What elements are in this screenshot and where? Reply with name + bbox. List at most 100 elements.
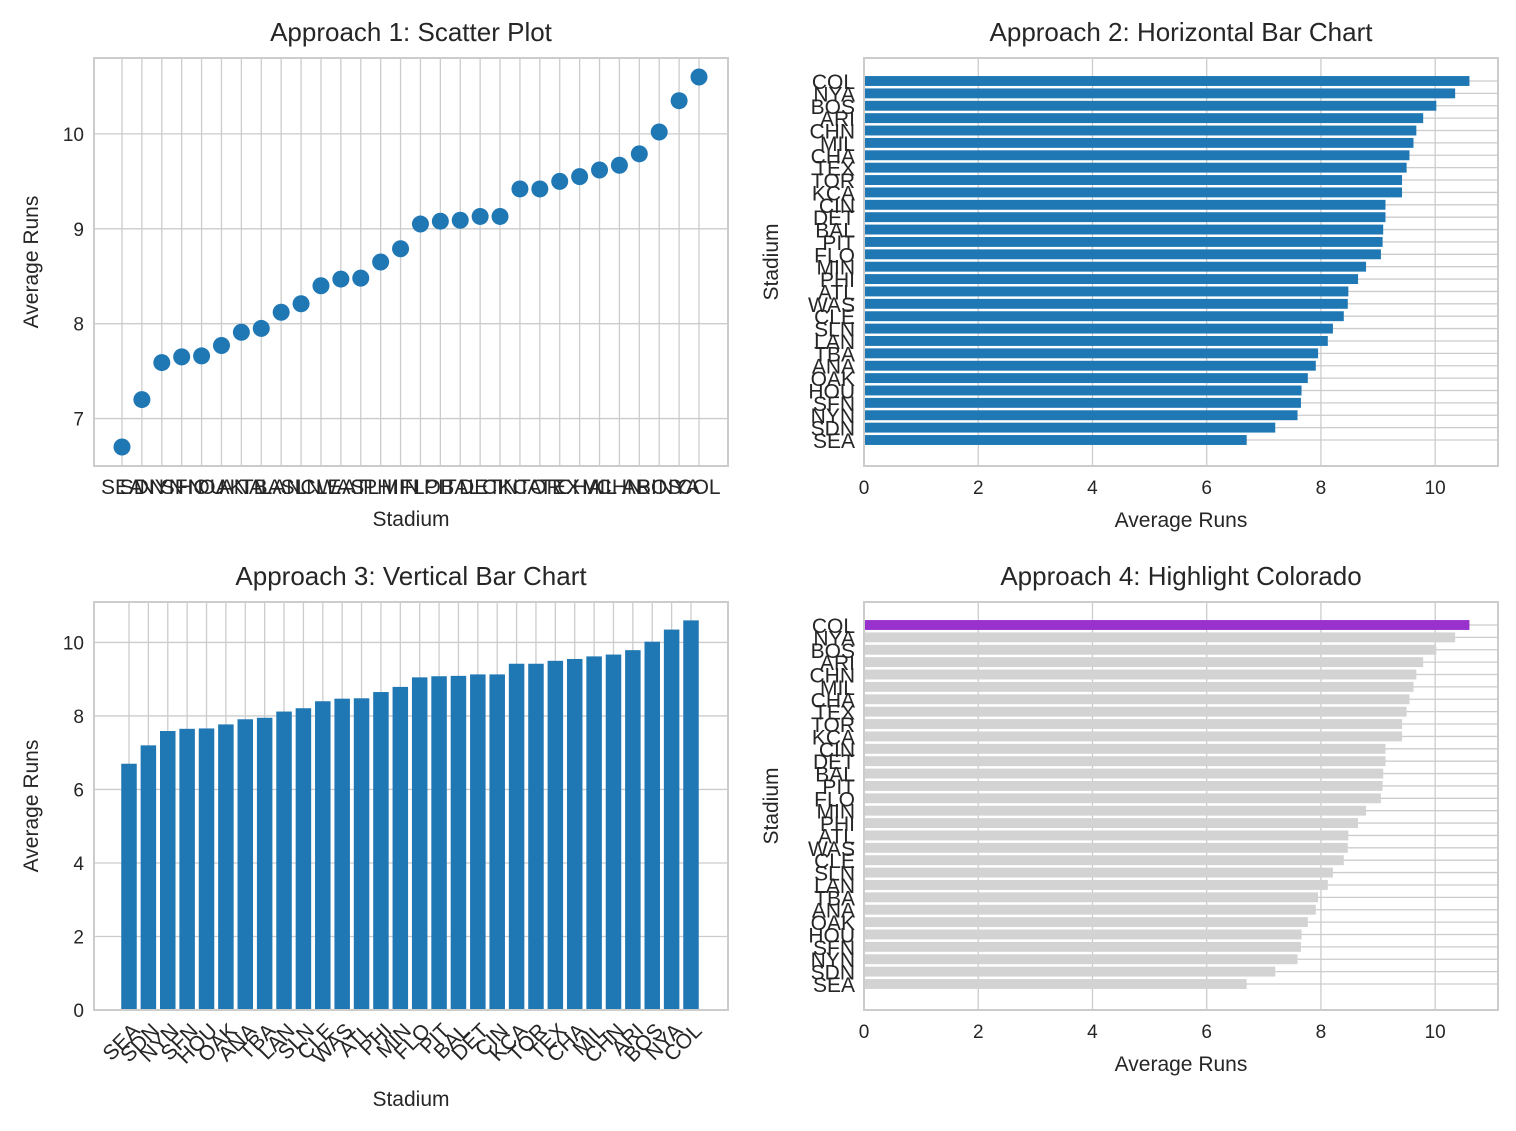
y-tick-label: SDN [811, 418, 855, 441]
bar [140, 745, 157, 1010]
scatter-point [113, 438, 131, 456]
x-tick-label: MIL [582, 476, 617, 499]
x-tick-label: OAK [199, 476, 243, 499]
y-tick-label: PIT [822, 232, 855, 255]
scatter-point [431, 212, 449, 230]
y-axis-label: Average Runs [20, 740, 43, 873]
x-tick-label: WAS [317, 476, 364, 499]
scatter-point [153, 354, 171, 372]
bar [864, 76, 1470, 86]
x-tick-label: 10 [1425, 1022, 1446, 1043]
bar [864, 274, 1359, 285]
y-tick-label: HOU [808, 924, 855, 947]
y-tick-label: CHN [810, 665, 856, 688]
y-tick-label: NYN [811, 405, 855, 428]
scatter-point [451, 211, 469, 229]
bar [864, 904, 1316, 915]
bar [508, 663, 525, 1010]
scatter-panel: 7 8 9 10 SEASDNNYNSFNHOUOAKANATBALANSLNCLEWA… [20, 17, 729, 531]
bar [431, 676, 447, 1010]
y-tick-label: TBA [814, 887, 855, 910]
scatter-point [372, 253, 390, 271]
x-tick-label: 4 [1087, 1022, 1098, 1043]
bar [864, 125, 1417, 136]
y-tick-label: CHA [811, 689, 855, 712]
y-tick-label: SDN [811, 962, 855, 985]
x-tick-label: NYA [658, 476, 700, 499]
bar [121, 763, 137, 1010]
scatter-point [232, 323, 250, 341]
x-tick-label: CIN [482, 476, 518, 499]
x-tick-label: FLO [400, 476, 441, 499]
scatter-point [173, 348, 191, 366]
bar [864, 373, 1308, 384]
y-tick-label: TEX [814, 702, 855, 725]
x-tick-label: 0 [859, 478, 870, 499]
bar [864, 150, 1410, 161]
chart-title: Approach 3: Vertical Bar Chart [235, 561, 587, 591]
y-tick-label: 8 [73, 707, 84, 728]
y-axis-label: Stadium [760, 223, 783, 300]
scatter-point [511, 180, 529, 198]
bar [864, 410, 1298, 421]
bar [625, 650, 641, 1010]
y-tick-label: SFN [813, 393, 855, 416]
bar [864, 793, 1381, 804]
x-axis-label: Average Runs [1115, 509, 1248, 532]
x-tick-label: ANA [220, 476, 263, 499]
y-tick-label: FLO [814, 788, 855, 811]
x-tick-label: 10 [1425, 478, 1446, 499]
x-tick-label: 0 [859, 1022, 870, 1043]
y-tick-label: 2 [73, 927, 84, 948]
bar [864, 917, 1308, 928]
y-tick-label: SLN [814, 863, 855, 886]
bar [528, 663, 544, 1010]
bar [547, 660, 564, 1010]
x-axis-label: Stadium [372, 1088, 449, 1111]
scatter-point [630, 145, 648, 163]
bar [864, 731, 1403, 742]
y-tick-label: PHI [820, 269, 855, 292]
scatter-point [670, 92, 688, 110]
scatter-point [571, 168, 589, 186]
x-tick-label: CLE [301, 476, 342, 499]
x-tick-label: DET [459, 476, 501, 499]
x-tick-label: HOU [178, 476, 225, 499]
y-tick-label: BOS [811, 640, 855, 663]
y-tick-label: MIN [817, 801, 856, 824]
bar [864, 954, 1298, 965]
y-tick-label: OAK [811, 912, 855, 935]
scatter-point [252, 319, 270, 337]
y-tick-label: KCA [812, 726, 855, 749]
y-tick-label: NYN [811, 949, 855, 972]
bar [663, 629, 680, 1010]
x-tick-label: ARI [622, 476, 657, 499]
x-axis-label: Average Runs [1115, 1053, 1248, 1076]
axes-frame [863, 57, 1499, 467]
bar [256, 717, 273, 1010]
y-tick-label: DET [813, 751, 855, 774]
y-axis-label: Average Runs [20, 196, 43, 329]
x-tick-label: NYN [140, 476, 184, 499]
chart-title: Approach 2: Horizontal Bar Chart [990, 17, 1374, 47]
bar [864, 311, 1344, 322]
scatter-point [591, 161, 609, 179]
bar [353, 698, 370, 1010]
scatter-point [312, 277, 330, 295]
y-tick-label: OAK [811, 368, 855, 391]
y-tick-label: 10 [63, 125, 84, 146]
bar [864, 187, 1403, 198]
bar [864, 842, 1348, 853]
y-tick-label: ANA [812, 356, 855, 379]
y-tick-label: FLO [814, 244, 855, 267]
scatter-point [352, 269, 370, 287]
y-tick-label: WAS [808, 838, 855, 861]
bar [864, 348, 1319, 359]
bar [864, 286, 1349, 297]
x-tick-label: BOS [637, 476, 681, 499]
x-tick-label: LAN [261, 476, 302, 499]
bar [864, 855, 1344, 866]
y-tick-label: CIN [819, 739, 855, 762]
bar [315, 701, 331, 1010]
